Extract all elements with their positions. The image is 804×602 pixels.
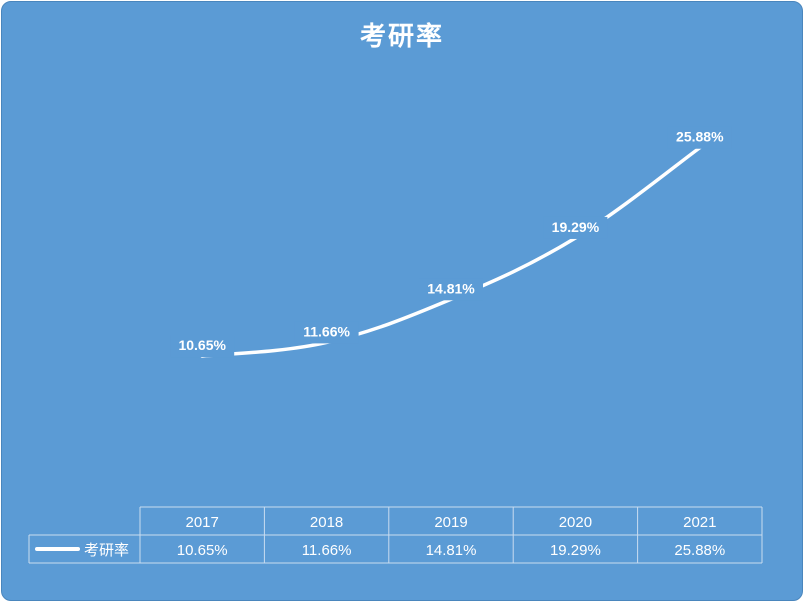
table-header-2018: 2018 bbox=[310, 514, 343, 531]
table-value-2018: 11.66% bbox=[302, 542, 352, 559]
table-value-2021: 25.88% bbox=[674, 542, 725, 559]
data-label-bg-2018 bbox=[294, 321, 359, 344]
data-label-bg-2020 bbox=[543, 216, 608, 239]
data-table: 2017 2018 2019 2020 2021 10.65% 11.66% 14.81% 19… bbox=[28, 506, 763, 564]
chart-title: 考研率 bbox=[359, 22, 444, 52]
table-value-2019: 14.81% bbox=[426, 542, 477, 559]
table-header-2021: 2021 bbox=[683, 514, 716, 531]
table-value-2020: 19.29% bbox=[550, 542, 601, 559]
data-label-2019: 14.81% bbox=[427, 280, 475, 296]
data-label-2020: 19.29% bbox=[552, 219, 600, 235]
data-label-2021: 25.88% bbox=[676, 129, 724, 145]
table-header-2020: 2020 bbox=[559, 514, 592, 531]
data-label-bg-2021 bbox=[667, 126, 732, 149]
table-header-2019: 2019 bbox=[434, 514, 467, 531]
table-value-2017: 10.65% bbox=[177, 542, 228, 559]
data-label-bg-2019 bbox=[419, 278, 483, 301]
data-label-2018: 11.66% bbox=[303, 323, 350, 339]
data-label-bg-2017 bbox=[170, 335, 235, 358]
legend-series-name: 考研率 bbox=[84, 541, 129, 559]
data-label-2017: 10.65% bbox=[178, 337, 226, 353]
table-header-2017: 2017 bbox=[186, 514, 219, 531]
